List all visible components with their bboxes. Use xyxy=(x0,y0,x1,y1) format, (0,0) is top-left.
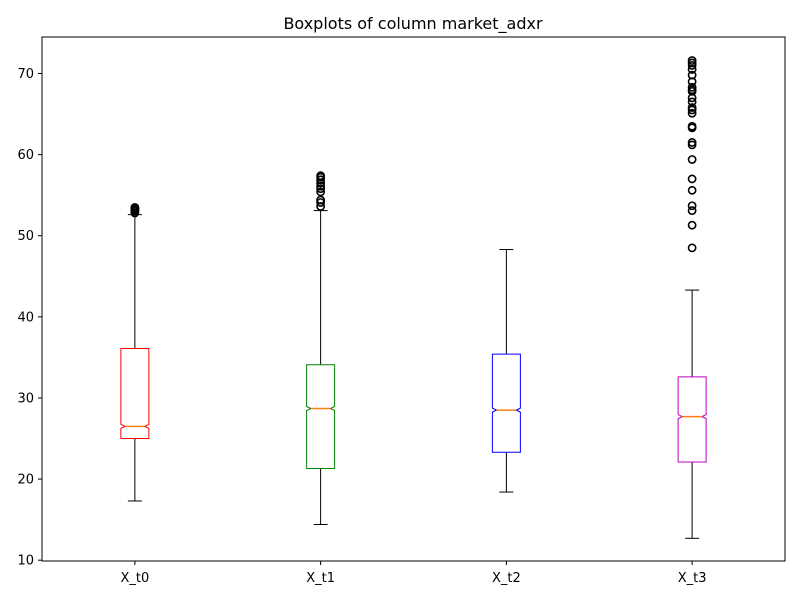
outlier-point xyxy=(316,187,326,197)
box-body xyxy=(677,376,707,463)
y-tick-label: 20 xyxy=(17,473,34,488)
axes-frame xyxy=(41,36,786,562)
outlier-point xyxy=(687,108,697,118)
outlier-point xyxy=(687,97,697,107)
box-body xyxy=(306,364,336,470)
box-x-t1: X_t1 xyxy=(306,171,336,586)
outlier-point xyxy=(316,171,326,181)
y-tick-label: 30 xyxy=(17,391,34,406)
outlier-point xyxy=(687,138,697,147)
outlier-point xyxy=(687,185,697,195)
x-tick-label: X_t3 xyxy=(678,571,707,586)
outlier-point xyxy=(687,82,697,92)
outlier-point xyxy=(687,155,697,164)
x-tick-label: X_t2 xyxy=(492,571,521,586)
outlier-point xyxy=(687,121,697,131)
outlier-point xyxy=(687,103,697,112)
box-x-t2: X_t2 xyxy=(491,249,521,586)
chart-title: Boxplots of column market_adxr xyxy=(283,14,543,34)
box-x-t3: X_t3 xyxy=(677,56,707,586)
y-tick-label: 70 xyxy=(17,67,34,82)
outlier-point xyxy=(687,220,697,230)
outlier-point xyxy=(316,195,326,205)
y-tick-label: 50 xyxy=(17,229,34,244)
outlier-point xyxy=(687,243,697,253)
y-tick-label: 40 xyxy=(17,310,34,325)
y-tick-label: 60 xyxy=(17,148,34,163)
y-tick-label: 10 xyxy=(17,554,34,569)
outlier-point xyxy=(687,70,697,80)
box-x-t0: X_t0 xyxy=(120,202,150,586)
plot-area: 10 20 30 40 50 60 70 X_t0 X_t1 X_t2 X_t3 xyxy=(17,36,786,586)
outlier-point xyxy=(130,202,140,212)
outlier-point xyxy=(687,206,697,215)
outlier-point xyxy=(687,201,697,211)
x-tick-label: X_t1 xyxy=(306,571,335,586)
outlier-point xyxy=(687,56,697,65)
box-body xyxy=(120,347,150,440)
outlier-point xyxy=(687,174,697,184)
box-body xyxy=(491,353,521,453)
x-tick-label: X_t0 xyxy=(120,571,149,586)
